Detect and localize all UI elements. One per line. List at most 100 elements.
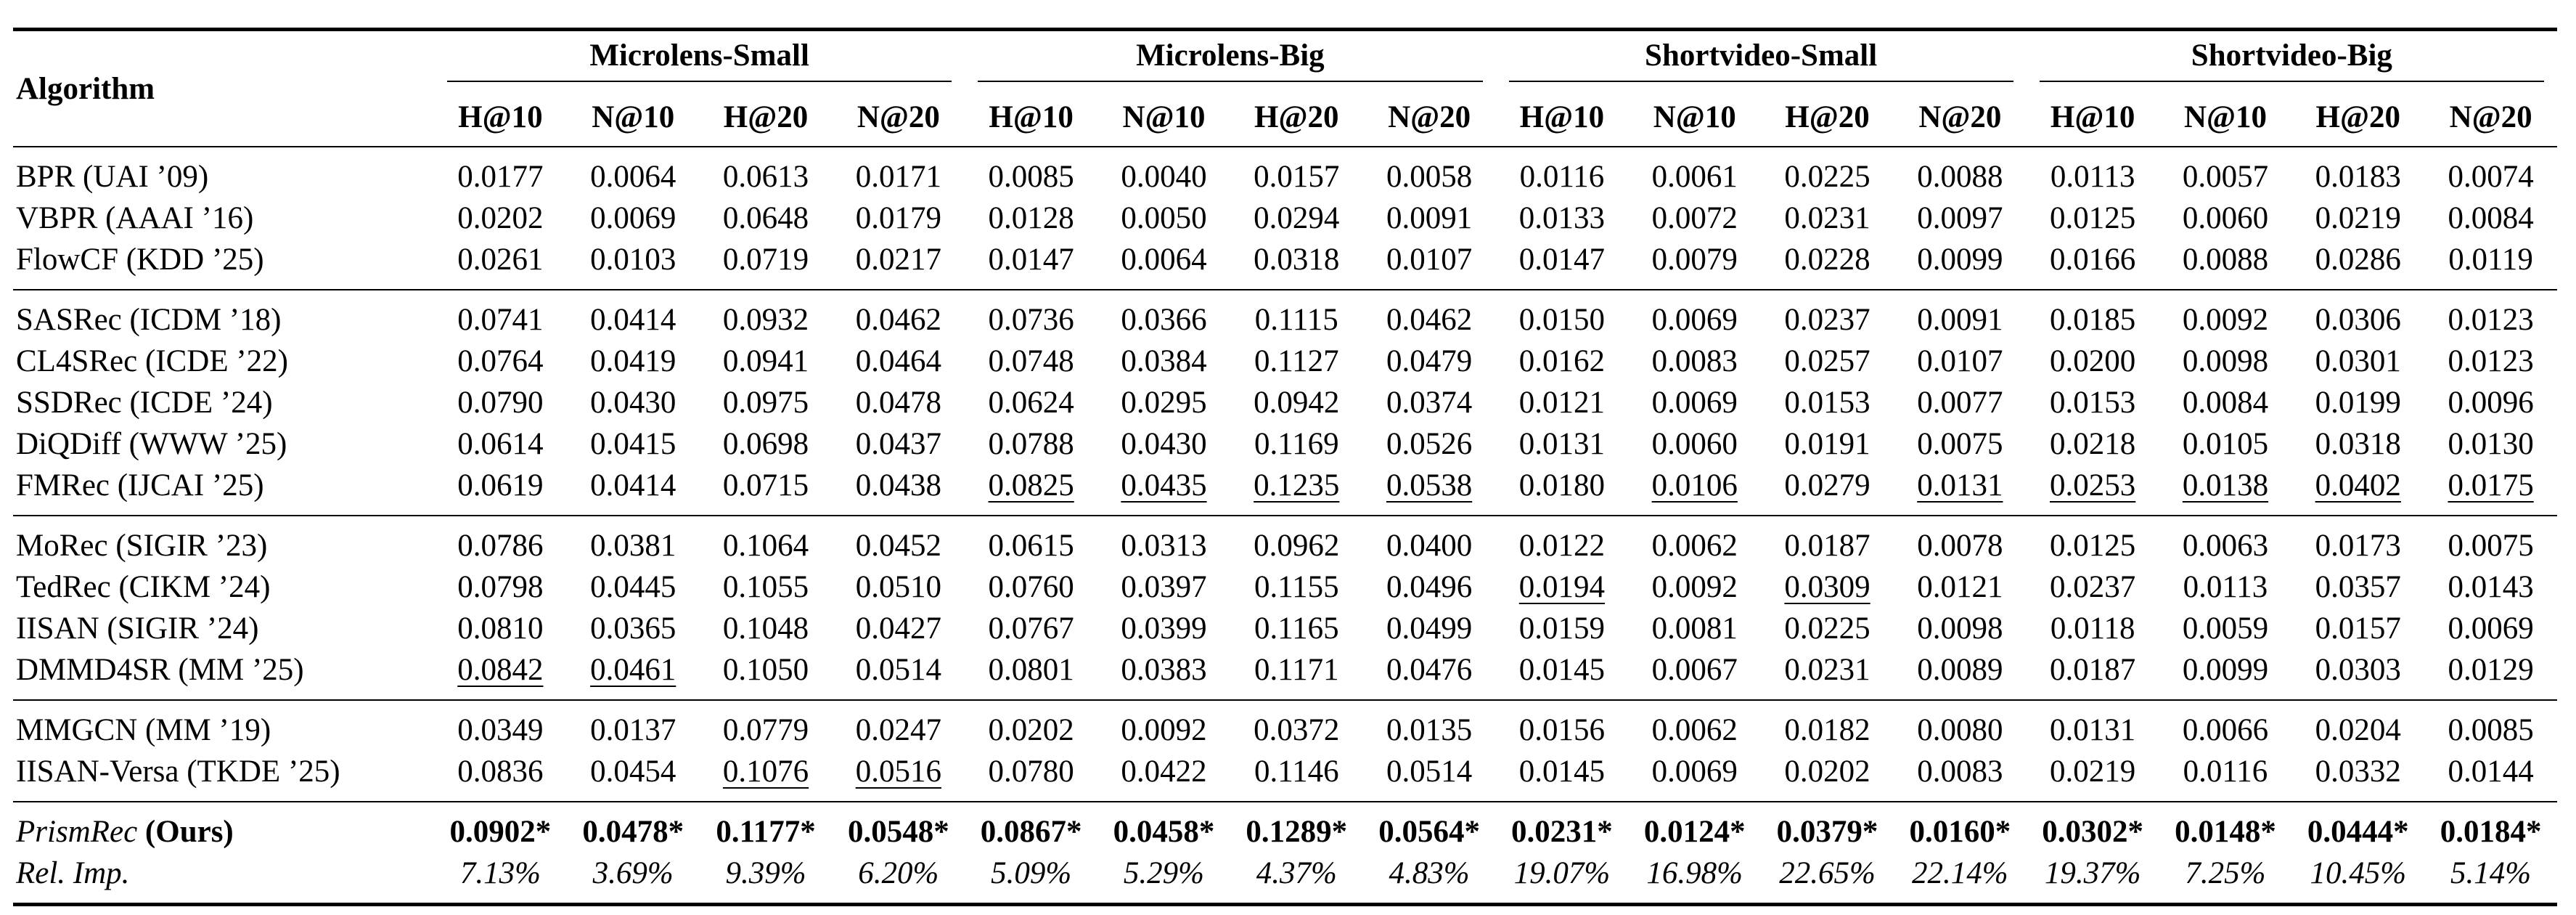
value-cell: 0.0798 (434, 566, 567, 608)
value-cell: 0.0538 (1363, 465, 1496, 516)
value-cell: 0.1076 (700, 751, 833, 802)
value: 0.0538 (1386, 468, 1473, 503)
value: 0.0261 (457, 243, 544, 277)
value: 0.0614 (457, 427, 544, 461)
algorithm-cell: DiQDiff (WWW ’25) (13, 423, 434, 465)
value-cell: 0.0219 (2027, 751, 2159, 802)
value: 0.0069 (590, 201, 676, 235)
value-cell: 0.0121 (1496, 382, 1629, 423)
value-cell: 0.0116 (1496, 147, 1629, 198)
value: 0.0295 (1121, 386, 1207, 420)
table-row: DMMD4SR (MM ’25) 0.0842 0.0461 0.1050 0.0514… (13, 649, 2557, 700)
algorithm-cell: MMGCN (MM ’19) (13, 700, 434, 751)
table-row: MMGCN (MM ’19) 0.0349 0.0137 0.0779 0.0247 0.… (13, 700, 2557, 751)
value-cell: 0.0942 (1230, 382, 1363, 423)
value: 0.0438 (855, 468, 941, 503)
value: 0.0231 (1784, 201, 1870, 235)
value-cell: 0.0057 (2159, 147, 2292, 198)
value: 0.0084 (2448, 201, 2534, 235)
value-cell: 0.0069 (567, 198, 700, 239)
value: 22.65% (1779, 856, 1876, 890)
value: 0.0145 (1518, 755, 1606, 789)
value: 5.09% (991, 856, 1072, 890)
table-section: BPR (UAI ’09) 0.0177 0.0064 0.0613 0.0171 0.0… (13, 147, 2557, 290)
value-cell: 0.1115 (1230, 290, 1363, 341)
group-name: Shortvideo-Small (1508, 38, 2013, 82)
value-cell: 4.83% (1363, 853, 1496, 905)
algorithm-cell: IISAN (SIGIR ’24) (13, 608, 434, 649)
value-cell: 0.0399 (1097, 608, 1230, 649)
value-cell: 0.0202 (965, 700, 1097, 751)
value: 0.0088 (2182, 243, 2269, 277)
metric-header: H@20 (1254, 99, 1339, 134)
value-cell: 0.0122 (1496, 516, 1629, 566)
value: 0.0516 (855, 755, 941, 789)
value-cell: 0.0452 (832, 516, 965, 566)
value-cell: 0.0219 (2291, 198, 2424, 239)
value-cell: 0.0106 (1628, 465, 1761, 516)
value: 0.0130 (2448, 427, 2534, 461)
value-cell: 0.0975 (700, 382, 833, 423)
value: 0.0302* (2042, 815, 2144, 849)
value-cell: 0.1165 (1230, 608, 1363, 649)
value-cell: 0.1169 (1230, 423, 1363, 465)
value: 0.0510 (855, 570, 941, 604)
value: 0.0081 (1651, 611, 1738, 646)
value: 0.0279 (1784, 468, 1870, 503)
value-cell: 0.0454 (567, 751, 700, 802)
value: 0.0171 (855, 160, 941, 194)
value-cell: 0.0171 (832, 147, 965, 198)
value: 0.0153 (1784, 386, 1870, 420)
value-cell: 0.0902* (434, 802, 567, 853)
value: 0.0137 (590, 713, 676, 747)
value: 19.07% (1513, 856, 1611, 890)
value: 0.0548* (847, 815, 949, 849)
value: 0.0116 (1519, 160, 1605, 194)
value-cell: 0.0050 (1097, 198, 1230, 239)
table-row: DiQDiff (WWW ’25) 0.0614 0.0415 0.0698 0.043… (13, 423, 2557, 465)
group-header: Shortvideo-Small (1496, 30, 2027, 89)
value: 4.83% (1389, 856, 1470, 890)
table-row: CL4SRec (ICDE ’22) 0.0764 0.0419 0.0941 0.04… (13, 341, 2557, 382)
value-cell: 0.0059 (2159, 608, 2292, 649)
value-cell: 0.0437 (832, 423, 965, 465)
results-table: Algorithm Microlens-Small Microlens-Big Sh… (13, 28, 2557, 906)
value: 0.0184* (2440, 815, 2542, 849)
value: 0.0098 (2182, 344, 2269, 378)
algorithm-cell: FMRec (IJCAI ’25) (13, 465, 434, 516)
value: 0.0836 (457, 755, 544, 789)
metric-header: N@20 (2449, 99, 2532, 134)
value: 0.0458* (1113, 815, 1215, 849)
value-cell: 0.0514 (1363, 751, 1496, 802)
value: 0.0309 (1784, 570, 1870, 604)
value: 0.0842 (457, 653, 544, 687)
value-cell: 0.0202 (434, 198, 567, 239)
table-row: IISAN (SIGIR ’24) 0.0810 0.0365 0.1048 0.042… (13, 608, 2557, 649)
value-cell: 0.0615 (965, 516, 1097, 566)
value-cell: 7.25% (2159, 853, 2292, 905)
value: 0.0128 (988, 201, 1074, 235)
algorithm-cell: VBPR (AAAI ’16) (13, 198, 434, 239)
algorithm-name: SASRec (ICDM ’18) (16, 303, 282, 337)
value-cell: 0.0462 (832, 290, 965, 341)
value: 0.0078 (1917, 529, 2003, 563)
group-header: Microlens-Big (965, 30, 1495, 89)
value: 5.29% (1123, 856, 1204, 890)
value-cell: 0.0124* (1628, 802, 1761, 853)
value-cell: 0.0462 (1363, 290, 1496, 341)
metric-header: N@10 (1122, 99, 1206, 134)
table-section: MMGCN (MM ’19) 0.0349 0.0137 0.0779 0.0247 0.… (13, 700, 2557, 802)
value-cell: 0.0180 (1496, 465, 1629, 516)
value: 0.0157 (1254, 160, 1340, 194)
value-cell: 0.0764 (434, 341, 567, 382)
value: 0.0063 (2182, 529, 2269, 563)
value: 0.0414 (590, 303, 676, 337)
value-cell: 0.0092 (1097, 700, 1230, 751)
value: 0.0825 (988, 468, 1074, 503)
value-cell: 0.0790 (434, 382, 567, 423)
value-cell: 0.0099 (2159, 649, 2292, 700)
value: 0.0179 (855, 201, 941, 235)
value: 0.0089 (1917, 653, 2003, 687)
value: 0.0462 (1386, 303, 1473, 337)
value-cell: 0.1055 (700, 566, 833, 608)
